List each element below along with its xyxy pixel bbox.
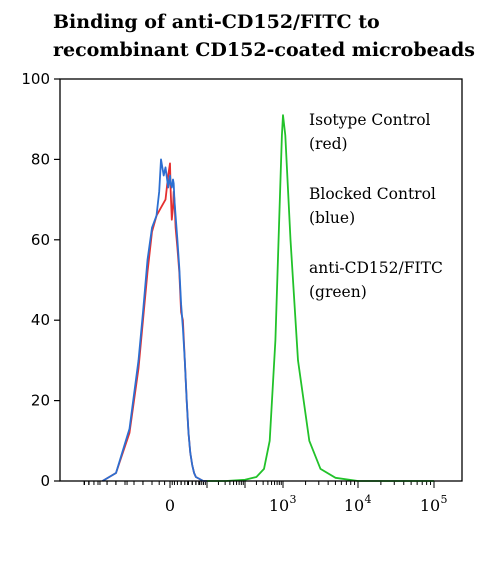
legend-item-note: (blue)	[309, 209, 355, 227]
legend-item-note: (green)	[309, 283, 367, 301]
legend-item-note: (red)	[309, 135, 348, 153]
chart-title: Binding of anti-CD152/FITC to recombinan…	[53, 8, 493, 64]
x-tick-exponent: 3	[290, 493, 297, 506]
series-line-blocked-control	[102, 158, 207, 482]
legend-item-name: anti-CD152/FITC	[309, 259, 443, 277]
x-axis: 0 10 3 10 4 10 5	[83, 481, 448, 515]
y-tick-label: 80	[31, 150, 50, 168]
series-line-anti-cd152-fitc	[207, 114, 434, 482]
x-tick-exponent: 5	[441, 493, 448, 506]
y-tick-label: 60	[31, 231, 50, 249]
plot-series	[102, 114, 434, 482]
x-tick-label: 10	[269, 496, 289, 515]
legend: Isotype Control (red) Blocked Control (blue…	[309, 111, 443, 301]
chart-title-line-2: recombinant CD152-coated microbeads	[53, 39, 475, 61]
x-tick-label: 0	[165, 496, 175, 515]
y-tick-label: 100	[21, 70, 50, 88]
y-tick-label: 20	[31, 392, 50, 410]
legend-item-name: Isotype Control	[309, 111, 431, 129]
x-tick-label: 10	[420, 496, 440, 515]
plot-frame	[59, 78, 463, 482]
y-tick-label: 0	[40, 472, 50, 490]
x-tick-label: 10	[344, 496, 364, 515]
y-axis: 0 20 40 60 80 100	[21, 70, 60, 490]
y-tick-label: 40	[31, 311, 50, 329]
chart-title-line-1: Binding of anti-CD152/FITC to	[53, 11, 380, 33]
x-tick-exponent: 4	[365, 493, 372, 506]
series-line-isotype-control	[102, 162, 207, 482]
legend-item-name: Blocked Control	[309, 185, 436, 203]
